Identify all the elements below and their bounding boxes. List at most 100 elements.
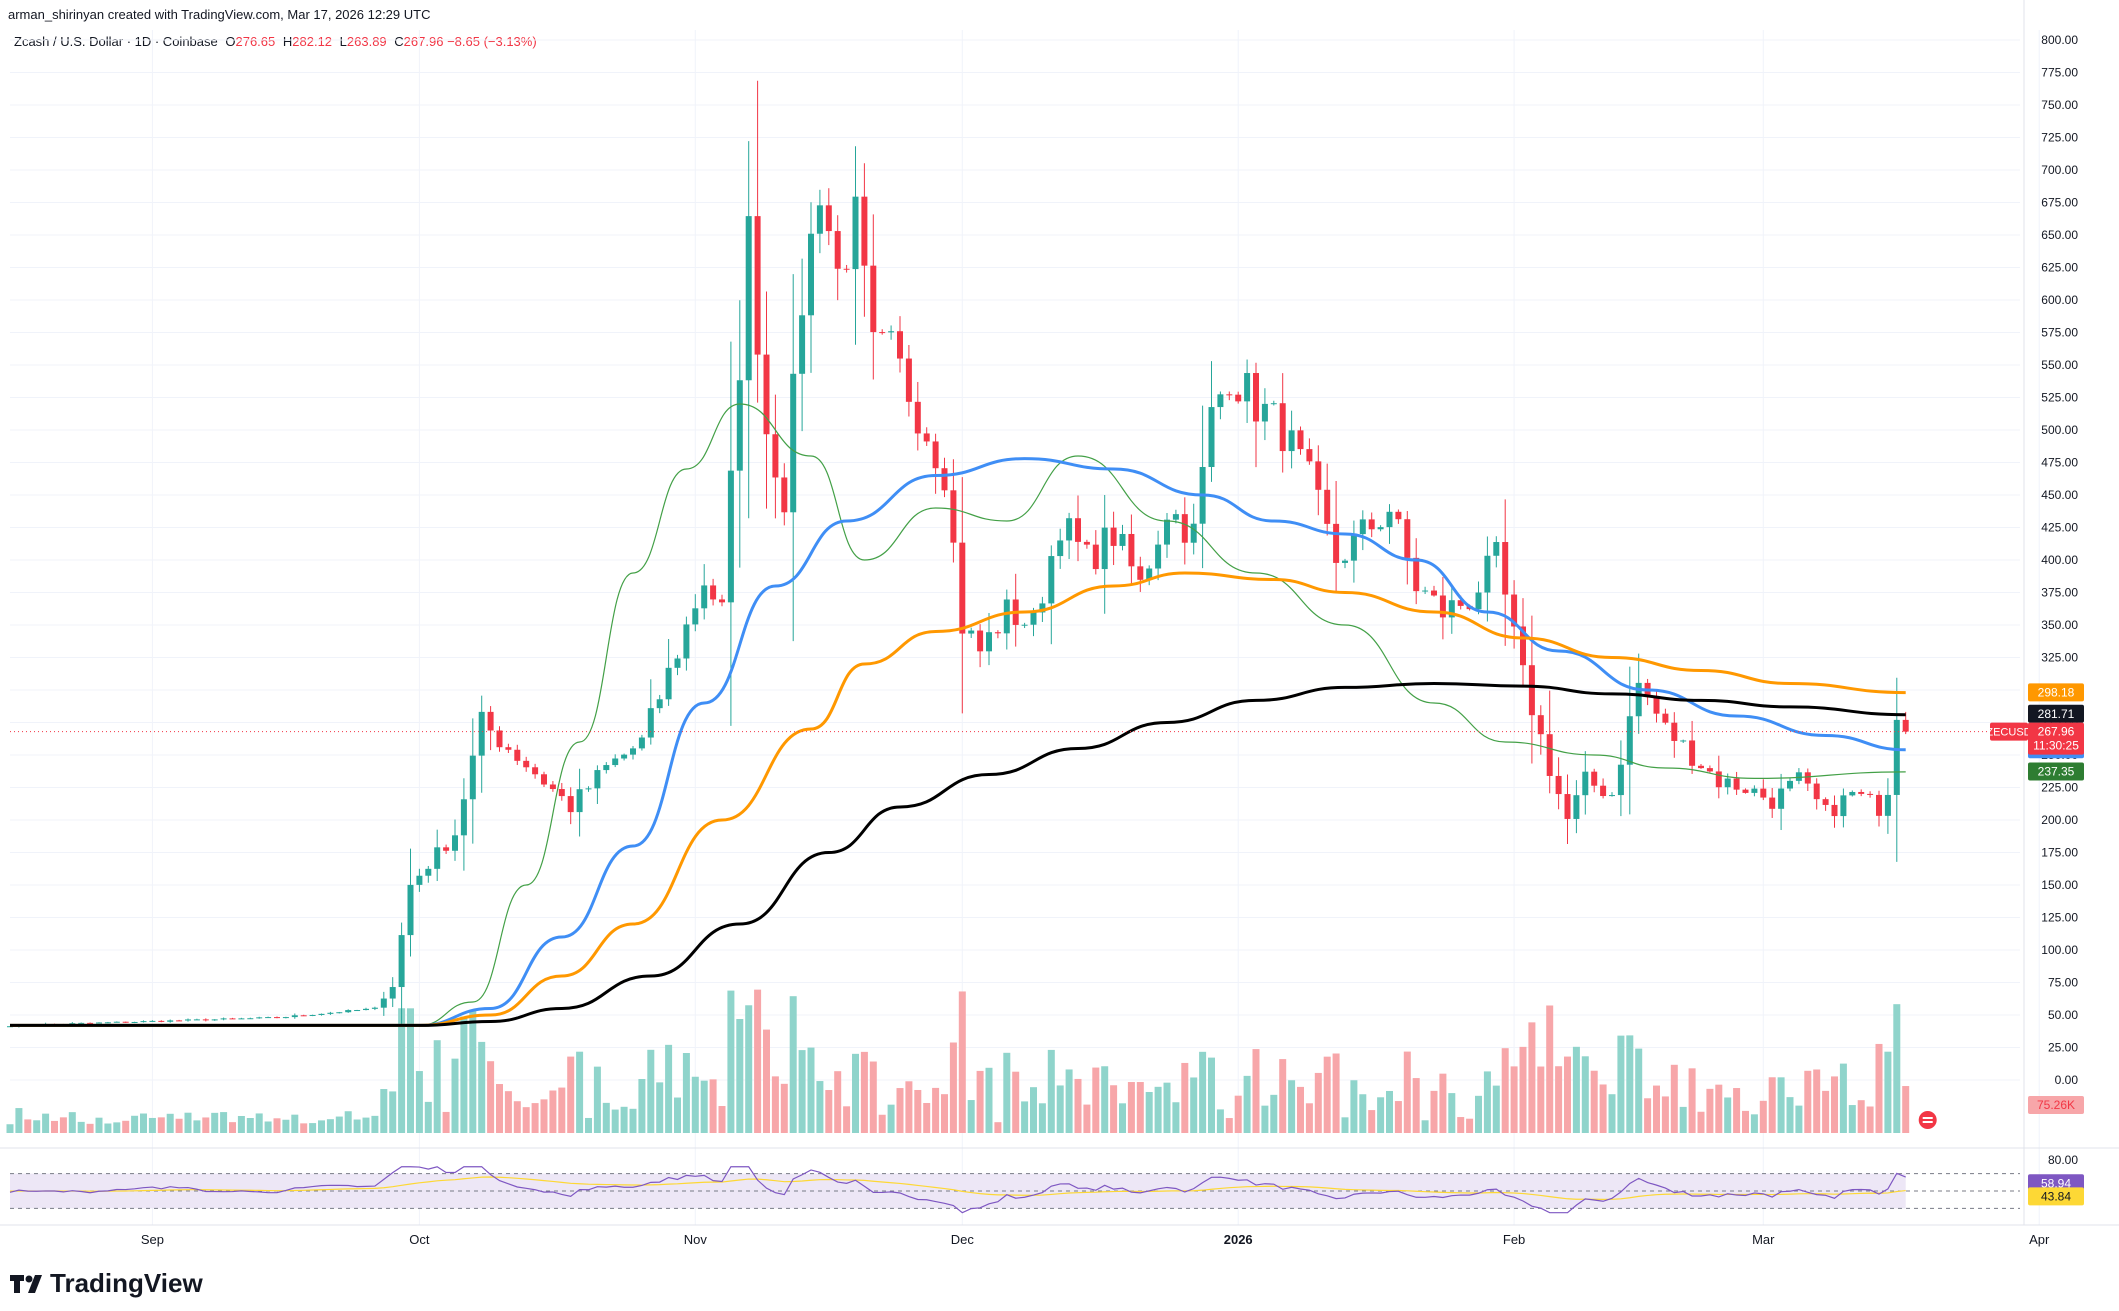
volume-bar [1777, 1077, 1785, 1133]
price-axis[interactable]: 0.00 25.00 50.00 75.00 100.00 125.00 150.00 175… [2041, 33, 2078, 1167]
candle-body [986, 632, 992, 652]
volume-bar [843, 1106, 851, 1133]
candle-body [1057, 540, 1064, 557]
volume-bar [1412, 1078, 1420, 1133]
volume-bar [531, 1103, 539, 1133]
last-price-label-bg [2028, 722, 2084, 755]
volume-bar [745, 1005, 753, 1133]
volume-bar [309, 1123, 317, 1133]
candle-body [1324, 489, 1331, 524]
volume-bar [1519, 1046, 1527, 1133]
volume-bar [15, 1108, 23, 1133]
candle-body [1520, 626, 1526, 666]
price-tick-label: 0.00 [2055, 1073, 2079, 1087]
time-tick-label: 2026 [1224, 1232, 1253, 1247]
rsi-ma-value-label-bg [2028, 1187, 2084, 1206]
candle-body [772, 434, 779, 478]
candle-body [425, 868, 432, 876]
candle-body [727, 470, 734, 603]
rsi-axis-label: 80.00 [2048, 1153, 2078, 1167]
candle-body [1279, 403, 1286, 452]
volume-bar [585, 1117, 592, 1133]
candle-body [558, 789, 565, 797]
candle-body [1751, 788, 1758, 793]
candle-body [843, 268, 850, 270]
candle-body [549, 784, 556, 790]
price-tick-label: 225.00 [2041, 781, 2078, 795]
candle-body [158, 1020, 165, 1022]
volume-bar [1074, 1078, 1082, 1133]
event-flag-icon-line [1922, 1121, 1933, 1123]
candle-body [1350, 534, 1357, 561]
volume-bar [932, 1087, 940, 1133]
candle-body [176, 1020, 183, 1022]
candle-body [1226, 394, 1233, 396]
candle-body [1333, 523, 1340, 563]
volume-bar [1653, 1085, 1660, 1133]
candle-body [1092, 544, 1099, 570]
event-flag-icon[interactable] [1918, 1111, 1937, 1129]
candle-body [1030, 612, 1037, 625]
volume-bar [1501, 1048, 1509, 1133]
volume-bar [1359, 1094, 1367, 1133]
volume-bar [202, 1117, 210, 1133]
candle-body [1270, 403, 1277, 405]
volume-bar [1368, 1110, 1376, 1133]
candle-body [371, 1007, 378, 1009]
volume-bar [540, 1099, 548, 1133]
candle-body [1208, 407, 1215, 468]
volume-bar [1127, 1082, 1135, 1133]
candle-body [870, 265, 877, 333]
volume-bar [140, 1113, 147, 1133]
candle-body [1902, 719, 1909, 732]
ma20-line [10, 403, 1906, 1027]
volume-bar [1875, 1043, 1883, 1133]
candle-body [1155, 544, 1162, 569]
candle-body [416, 875, 423, 885]
tradingview-brand[interactable]: TradingView [10, 1268, 203, 1299]
candle-body [1573, 795, 1580, 819]
volume-bar [1492, 1085, 1500, 1133]
volume-bar [1012, 1071, 1020, 1133]
volume-bar [1323, 1056, 1331, 1133]
axis-value-labels: 254.41298.18281.71ZECUSD267.9611:30:2523… [1986, 683, 2084, 1206]
volume-bar [914, 1089, 922, 1133]
candle-body [897, 331, 903, 359]
time-axis[interactable]: Sep Oct Nov Dec 2026 Feb Mar Apr [141, 1232, 2050, 1247]
volume-bar [1350, 1080, 1358, 1133]
candle-body [1457, 600, 1464, 606]
volume-bar [727, 990, 735, 1133]
candle-body [505, 747, 512, 750]
candle-body [656, 699, 663, 709]
volume-bar [718, 1106, 726, 1133]
volume-bar [789, 996, 797, 1133]
volume-bar [184, 1112, 192, 1133]
volume-bar [148, 1117, 156, 1133]
candle-body [282, 1017, 289, 1019]
price-tick-label: 450.00 [2041, 488, 2078, 502]
candles [7, 80, 1909, 1028]
candle-body [754, 216, 761, 355]
volume-bar [1893, 1004, 1901, 1133]
volume-bar [816, 1081, 824, 1133]
candle-body [1813, 783, 1820, 800]
volume-bar [1056, 1085, 1064, 1133]
candle-body [799, 315, 806, 374]
candle-body [487, 711, 494, 731]
volume-bar [166, 1113, 174, 1133]
volume-bar [246, 1118, 254, 1133]
candle-body [220, 1018, 227, 1020]
volume-bar [1715, 1084, 1723, 1133]
candle-body [1342, 560, 1348, 563]
volume-bar [353, 1119, 361, 1133]
volume-bar [344, 1111, 352, 1133]
candle-body [131, 1021, 138, 1023]
volume-bar [674, 1097, 681, 1133]
volume-bar [318, 1120, 325, 1133]
brand-name: TradingView [50, 1268, 203, 1298]
symbol-tag: ZECUSD [1986, 727, 2031, 739]
time-tick-label: Nov [684, 1232, 708, 1247]
candle-body [932, 441, 939, 469]
